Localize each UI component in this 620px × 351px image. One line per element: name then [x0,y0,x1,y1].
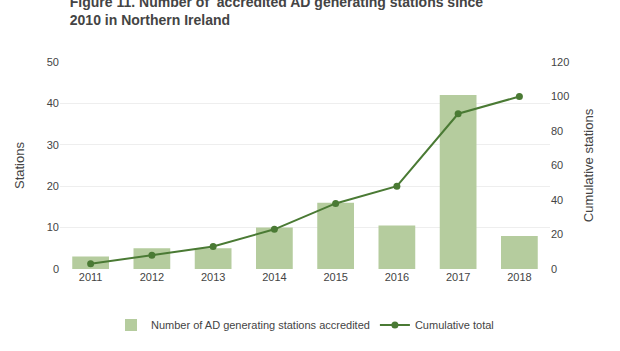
svg-text:2018: 2018 [507,271,531,283]
svg-text:Stations: Stations [12,142,27,189]
svg-text:2016: 2016 [385,271,409,283]
svg-text:80: 80 [551,125,563,137]
svg-text:60: 60 [551,159,563,171]
svg-text:120: 120 [551,56,569,68]
svg-text:2013: 2013 [201,271,225,283]
svg-text:Cumulative stations: Cumulative stations [581,108,596,222]
svg-text:0: 0 [551,263,557,275]
svg-text:2014: 2014 [262,271,286,283]
svg-text:30: 30 [47,139,59,151]
svg-text:40: 40 [551,194,563,206]
svg-text:2017: 2017 [446,271,470,283]
svg-text:40: 40 [47,97,59,109]
svg-text:50: 50 [47,56,59,68]
svg-text:20: 20 [551,228,563,240]
svg-text:0: 0 [53,263,59,275]
svg-text:Number of AD generating statio: Number of AD generating stations accredi… [151,319,370,331]
svg-text:100: 100 [551,90,569,102]
svg-text:2011: 2011 [79,271,103,283]
svg-text:Figure 11. Number of accredit: Figure 11. Number of accredited AD gener… [70,0,484,28]
svg-text:2012: 2012 [140,271,164,283]
svg-text:Cumulative total: Cumulative total [415,319,494,331]
svg-text:10: 10 [47,221,59,233]
svg-text:20: 20 [47,180,59,192]
svg-text:2015: 2015 [323,271,347,283]
